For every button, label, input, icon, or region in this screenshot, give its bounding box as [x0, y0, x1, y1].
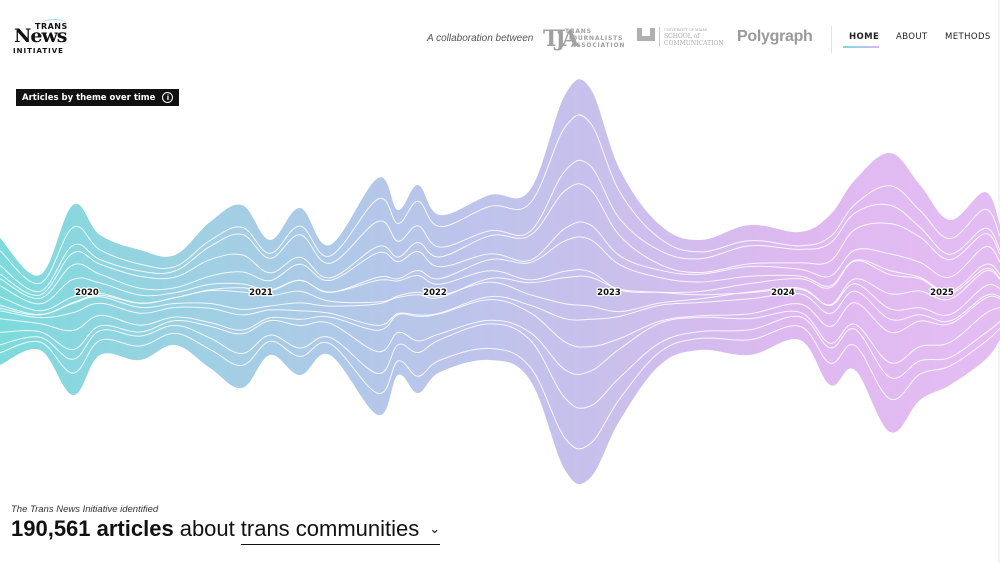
summary-intro: The Trans News Initiative identified	[11, 504, 159, 515]
nav-about[interactable]: ABOUT	[896, 32, 928, 42]
nav-active-indicator	[843, 46, 879, 48]
summary-headline: 190,561 articles about trans communities…	[11, 516, 441, 545]
theme-boundary-line	[0, 325, 1000, 450]
nav-methods[interactable]: METHODS	[945, 32, 991, 42]
theme-boundary-line	[0, 236, 1000, 305]
logo-arc-icon	[41, 19, 67, 29]
um-logo-divider	[659, 27, 660, 47]
tja-mark-icon: TJA	[543, 26, 579, 52]
site-header: TRANS News INITIATIVE A collaboration be…	[0, 0, 1000, 78]
theme-boundary-line	[0, 307, 1000, 376]
collaboration-text: A collaboration between	[427, 33, 534, 44]
about-text: about	[179, 516, 235, 541]
article-count: 190,561 articles	[11, 516, 174, 541]
theme-boundary-line	[0, 183, 1000, 296]
stream-area[interactable]	[0, 79, 1000, 485]
logo-news-text: News	[14, 25, 68, 47]
partner-logo-polygraph[interactable]: Polygraph	[737, 28, 813, 45]
year-label-2021: 2021	[249, 288, 273, 298]
theme-boundary-line	[0, 221, 1000, 299]
chevron-down-icon: ⌄	[429, 521, 441, 536]
nav-home[interactable]: HOME	[849, 32, 880, 42]
theme-boundary-lines	[0, 114, 1000, 450]
year-label-2023: 2023	[597, 288, 621, 298]
tja-wordmark: TRANS JOURNALISTS ASSOCIATION	[565, 28, 626, 49]
um-wordmark: UNIVERSITY OF MIAMI SCHOOL of COMMUNICAT…	[664, 28, 724, 47]
theme-boundary-line	[0, 290, 1000, 326]
year-label-2020: 2020	[75, 288, 99, 298]
logo-trans-text: TRANS	[35, 22, 68, 31]
chart-title-badge: Articles by theme over time i	[16, 89, 180, 106]
year-label-2022: 2022	[423, 288, 447, 298]
theme-boundary-line	[0, 281, 1000, 316]
topic-dropdown[interactable]: trans communities ⌄	[240, 516, 441, 545]
info-icon[interactable]: i	[162, 92, 174, 103]
theme-boundary-line	[0, 114, 1000, 284]
year-label-2024: 2024	[771, 288, 795, 298]
theme-boundary-line	[0, 159, 1000, 292]
theme-boundary-line	[0, 315, 1000, 409]
trans-news-initiative-logo[interactable]: TRANS News INITIATIVE	[13, 19, 68, 56]
chart-title: Articles by theme over time	[22, 92, 156, 103]
year-label-2025: 2025	[930, 288, 954, 298]
theme-boundary-line	[0, 269, 1000, 315]
topic-dropdown-value: trans communities	[240, 516, 420, 541]
theme-boundary-line	[0, 295, 1000, 348]
logo-initiative-text: INITIATIVE	[13, 47, 64, 55]
u-logo-icon	[637, 28, 655, 41]
year-axis-labels: 2020 2021 2022 2023 2024 2025	[74, 287, 955, 300]
nav-divider	[831, 26, 832, 53]
